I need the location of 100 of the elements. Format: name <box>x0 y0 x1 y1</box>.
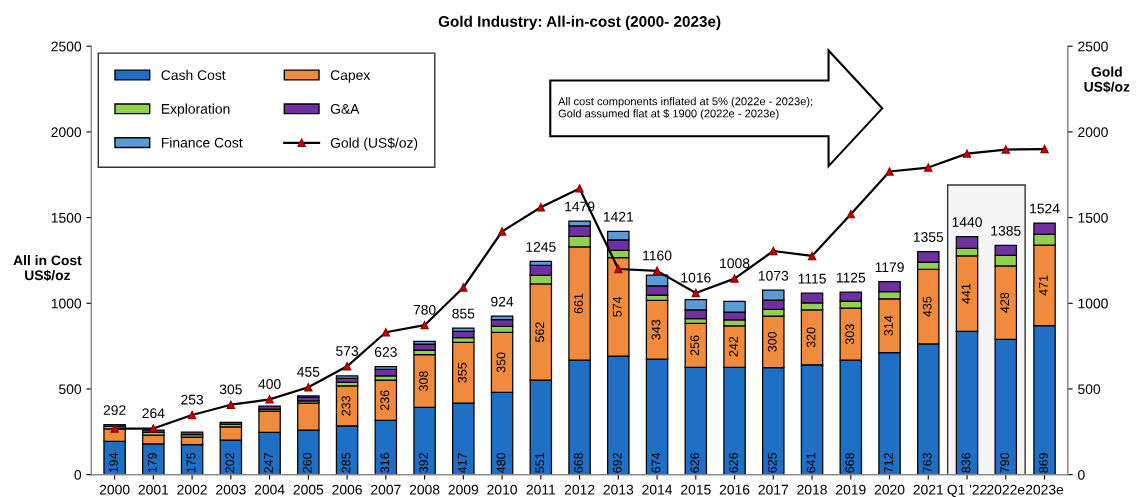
data-label: 355 <box>457 362 467 383</box>
legend-label: Exploration <box>161 103 230 117</box>
data-label: 626 <box>690 452 700 473</box>
x-tick-label: 2000 <box>99 484 130 495</box>
data-label: 260 <box>302 452 312 473</box>
data-label: 435 <box>922 296 932 317</box>
data-label: 674 <box>651 452 661 473</box>
x-tick-label: 2022e <box>987 484 1025 495</box>
data-label: 350 <box>496 352 506 373</box>
annotation: 1440 <box>952 217 982 228</box>
data-label: 836 <box>961 452 971 473</box>
y-tick-label: 2500 <box>51 41 82 52</box>
data-label: 641 <box>806 453 816 473</box>
data-label: 308 <box>419 371 428 392</box>
annotation: 924 <box>491 296 514 307</box>
annotation: All cost components inflated at 5% (2022e - 2023e); Gold assumed flat at $ 1900 (2022e - 2023e) <box>558 97 813 120</box>
data-label: 175 <box>186 452 196 473</box>
y2-axis-title: Gold US$/oz <box>1084 66 1130 93</box>
x-tick-label: 2009 <box>448 484 479 495</box>
y2-tick-label: 1000 <box>1078 298 1108 309</box>
y-tick-label: 2000 <box>51 127 82 138</box>
annotation: 1160 <box>643 250 672 261</box>
data-label: 320 <box>806 327 816 348</box>
x-tick-label: 2015 <box>681 484 711 495</box>
x-tick-label: 2016 <box>719 484 750 495</box>
x-tick-label: 2017 <box>758 484 789 495</box>
data-label: 626 <box>729 452 738 473</box>
legend-label: G&A <box>330 103 360 114</box>
x-tick-label: 2004 <box>254 484 285 495</box>
legend-label: Finance Cost <box>161 137 243 148</box>
data-label: 712 <box>884 453 893 473</box>
annotation: 1008 <box>720 258 750 269</box>
annotation: 1385 <box>991 225 1021 236</box>
data-label: 574 <box>612 296 622 317</box>
chart-title: Gold Industry: All-in-cost (2000- 2023e) <box>438 15 721 30</box>
data-label: 303 <box>845 324 855 345</box>
x-tick-label: 2019 <box>836 484 866 495</box>
data-label: 692 <box>612 453 622 473</box>
y-tick-label: 1500 <box>51 212 82 223</box>
annotation: 855 <box>452 308 475 319</box>
data-label: 562 <box>535 322 545 342</box>
annotation: 264 <box>142 408 165 419</box>
data-label: 247 <box>264 453 273 473</box>
y-tick-label: 500 <box>59 384 82 395</box>
data-label: 300 <box>767 331 777 352</box>
x-tick-label: 2013 <box>603 484 634 495</box>
data-label: 179 <box>147 453 157 473</box>
annotation: 1073 <box>758 270 789 281</box>
x-tick-label: 2021 <box>913 484 944 495</box>
y-axis-title: All in Cost US$/oz <box>13 255 82 282</box>
data-label: 668 <box>845 452 855 473</box>
y2-tick-label: 2000 <box>1078 127 1108 138</box>
data-label: 316 <box>380 452 390 473</box>
annotation: 623 <box>374 347 397 357</box>
x-tick-label: 2005 <box>293 484 324 495</box>
data-label: 471 <box>1039 275 1048 296</box>
x-tick-label: 2006 <box>332 484 362 495</box>
annotation: 292 <box>103 405 126 415</box>
y2-tick-label: 500 <box>1078 384 1101 395</box>
legend-label: Gold (US$/oz) <box>330 137 418 151</box>
y2-tick-label: 2500 <box>1078 41 1108 52</box>
data-label: 763 <box>922 452 932 473</box>
annotation: 573 <box>336 346 359 356</box>
data-label: 790 <box>1000 452 1010 473</box>
data-label: 441 <box>961 283 971 304</box>
data-label: 202 <box>225 453 235 473</box>
annotation: 400 <box>258 379 281 389</box>
data-label: 236 <box>380 390 390 411</box>
data-label: 242 <box>729 336 738 357</box>
legend-label: Capex <box>330 70 371 83</box>
y-tick-label: 1000 <box>51 298 82 309</box>
data-label: 869 <box>1039 453 1048 473</box>
annotation: 1245 <box>526 242 556 252</box>
x-tick-label: 2011 <box>526 484 556 495</box>
x-tick-label: 2018 <box>797 484 827 495</box>
annotation: 1125 <box>836 272 866 283</box>
x-tick-label: Q1 '22 <box>947 484 987 497</box>
annotation: 305 <box>219 384 242 395</box>
x-tick-label: 2014 <box>642 484 673 495</box>
data-label: 480 <box>496 452 506 473</box>
x-tick-label: 2008 <box>409 484 440 495</box>
data-label: 233 <box>341 395 351 416</box>
y-tick-label: 0 <box>74 469 82 480</box>
x-tick-label: 2010 <box>487 484 517 495</box>
annotation: 1355 <box>913 232 944 242</box>
annotation: 1115 <box>798 273 826 284</box>
annotation: 780 <box>413 304 436 315</box>
data-label: 343 <box>651 319 661 340</box>
x-tick-label: 2020 <box>874 484 905 495</box>
data-label: 625 <box>767 452 777 473</box>
data-label: 661 <box>574 293 583 314</box>
data-label: 428 <box>1000 292 1010 313</box>
x-tick-label: 2007 <box>371 484 401 495</box>
data-label: 392 <box>419 453 428 473</box>
y2-tick-label: 1500 <box>1078 212 1108 223</box>
x-tick-label: 2023e <box>1025 484 1064 495</box>
annotation: 1421 <box>603 211 634 222</box>
annotation: 253 <box>181 394 204 405</box>
y2-tick-label: 0 <box>1078 469 1085 480</box>
data-label: 668 <box>574 452 583 473</box>
